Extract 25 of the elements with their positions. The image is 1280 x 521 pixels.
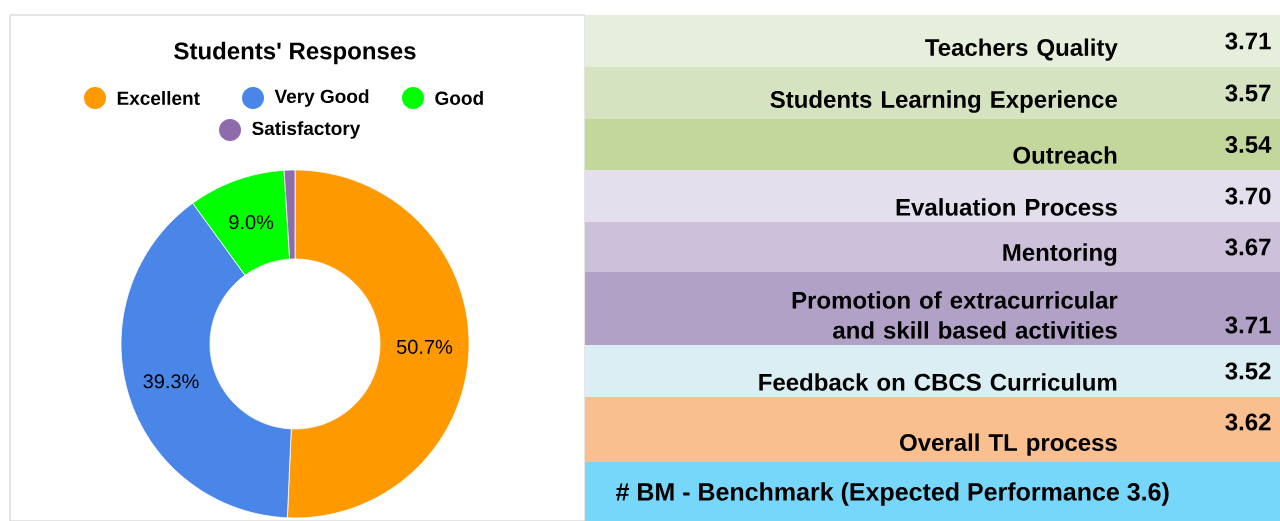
data-label: 3.67 [1225,238,1271,256]
category-label: Overall TL process [900,433,1117,456]
text: # BM - Benchmark (Expected Performance 3.6) [615,482,1169,506]
data-label: 3.52 [1225,362,1271,380]
data-label: 3.70 [1225,187,1271,205]
category-label: Feedback on CBCS Curriculum [759,373,1117,391]
data-label: 9.0% [229,215,274,230]
data-label: 39.3% [143,374,199,389]
category-label: Promotion of extracurricular and skill based activities [792,291,1118,339]
category-label: Mentoring [1003,243,1117,266]
category-label: Students Learning Experience [770,90,1117,113]
legend-label: Excellent [117,91,200,105]
data-label: 3.57 [1225,84,1271,102]
legend-label: Good [435,91,483,105]
data-label: 3.62 [1225,413,1271,431]
data-label: 50.7% [396,339,453,354]
category-label: Evaluation Process [896,198,1117,216]
data-label: 3.54 [1225,135,1272,153]
data-label: 3.71 [1225,316,1271,334]
category-label: Teachers Quality [925,38,1118,61]
category-label: Outreach [1013,146,1117,164]
chart-title: Students' Responses [174,41,416,65]
data-label: 3.71 [1225,32,1271,50]
legend-label: Satisfactory [252,121,361,139]
legend-label: Very Good [274,89,369,107]
